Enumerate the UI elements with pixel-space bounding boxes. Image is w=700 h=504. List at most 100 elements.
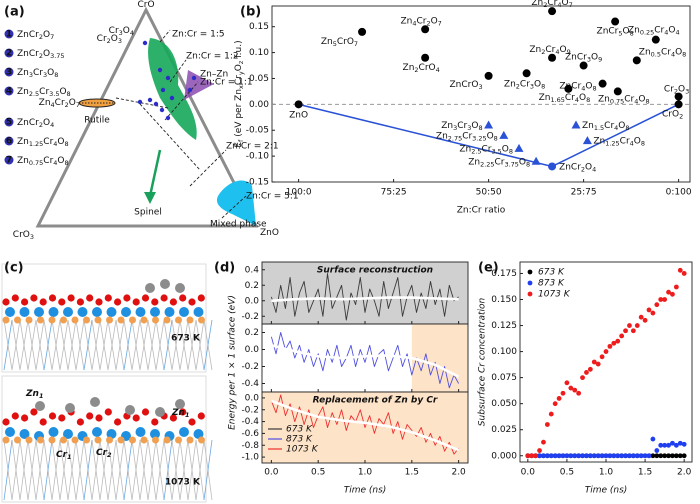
point [630, 328, 636, 334]
y-tick-label: 0.050 [491, 399, 517, 409]
zn-atom [140, 436, 148, 444]
o-atom [169, 298, 177, 306]
o-atom [188, 418, 196, 426]
bond [51, 439, 61, 501]
o-atom [179, 294, 187, 302]
ternary-diagram [35, 6, 259, 228]
point [623, 453, 628, 459]
energy-trace [270, 394, 459, 455]
legend-number: 1 [6, 30, 12, 40]
zn-surface-atom [155, 407, 165, 417]
point [595, 361, 601, 367]
legend-badge [4, 86, 14, 96]
point [548, 411, 554, 417]
point-label: Zn2.25Cr3.75O8 [468, 157, 530, 169]
point-label: ZnO [289, 110, 308, 120]
zn-atom [48, 436, 56, 444]
o-atom [76, 418, 84, 426]
ternary-label: Spinel [134, 208, 162, 218]
energy-trace [270, 273, 459, 321]
point [658, 442, 664, 448]
bond [19, 319, 29, 371]
point [681, 441, 687, 447]
zn-atom [198, 316, 205, 324]
point [556, 453, 562, 459]
bond [155, 319, 165, 371]
cr-atom [121, 307, 131, 317]
bond [203, 319, 213, 371]
bond [107, 439, 117, 501]
zn-atom [14, 436, 21, 444]
x-tick-label: 2.0 [677, 468, 692, 478]
point [627, 323, 632, 328]
x-axis-label: Time (ns) [344, 486, 387, 496]
point [674, 100, 683, 109]
bond [27, 319, 37, 371]
o-atom [95, 414, 103, 422]
bond [115, 439, 125, 501]
point [619, 453, 625, 459]
point [576, 453, 582, 459]
y-tick-label: 0.000 [491, 451, 517, 461]
point [358, 27, 367, 36]
x-tick-label: 0.5 [311, 468, 325, 478]
point [666, 289, 671, 295]
zn-atom [83, 316, 90, 324]
o-atom [58, 298, 66, 306]
ternary-label: Cr2O3 [97, 34, 122, 46]
point [548, 162, 557, 171]
legend-number: 5 [6, 118, 12, 128]
point [611, 17, 620, 26]
point [582, 136, 592, 145]
ternary-label: Rutile [84, 116, 110, 126]
legend-badge [4, 155, 14, 165]
legend-label: Zn2.5Cr3.5O8 [17, 87, 71, 99]
point [599, 354, 605, 360]
point-label: Zn0.25Cr4O4 [628, 25, 680, 36]
point-label: Zn2Cr3O8 [504, 79, 545, 91]
cr-atom [48, 427, 59, 437]
point-label: Zn2Cr4O9 [529, 44, 570, 56]
bond [171, 439, 181, 501]
cr-atom [179, 427, 189, 437]
o-atom [151, 298, 159, 306]
point [615, 453, 621, 459]
panel-label: (c) [4, 261, 24, 276]
o-atom [58, 414, 66, 422]
o-atom [179, 408, 187, 416]
zn-atom [129, 436, 136, 444]
shaded-region [411, 324, 468, 392]
point [564, 380, 570, 386]
bond [163, 319, 173, 371]
cr-atom [63, 429, 73, 439]
ternary-label: Zn:Cr = 1:5 [172, 30, 225, 40]
point [623, 328, 628, 334]
o-atom [169, 414, 177, 422]
zn-atom [2, 436, 10, 444]
legend-badge [4, 117, 14, 127]
point [591, 453, 597, 459]
point [522, 69, 531, 78]
zn-atom [14, 316, 21, 324]
bond [11, 319, 21, 371]
o-atom [39, 298, 47, 306]
point [525, 453, 531, 459]
y-tick-label: 0.0 [245, 345, 260, 355]
spinel-arrow [148, 149, 162, 197]
bond [123, 439, 133, 501]
bond [123, 319, 133, 371]
cr-atom [34, 307, 44, 317]
y-tick-label: 0.4 [245, 265, 260, 275]
point [537, 448, 542, 453]
x-tick-label: 0.0 [521, 468, 536, 478]
o-atom [76, 298, 84, 306]
point [587, 453, 593, 459]
bond [187, 319, 197, 371]
y-axis-label: Energy per 1 × 1 surface (eV) [228, 295, 238, 430]
bond [139, 439, 149, 501]
o-atom [30, 294, 38, 302]
bond [43, 319, 53, 371]
ternary-label: Zn:Cr = 1:1 [200, 78, 253, 88]
zn-atom [117, 436, 125, 444]
